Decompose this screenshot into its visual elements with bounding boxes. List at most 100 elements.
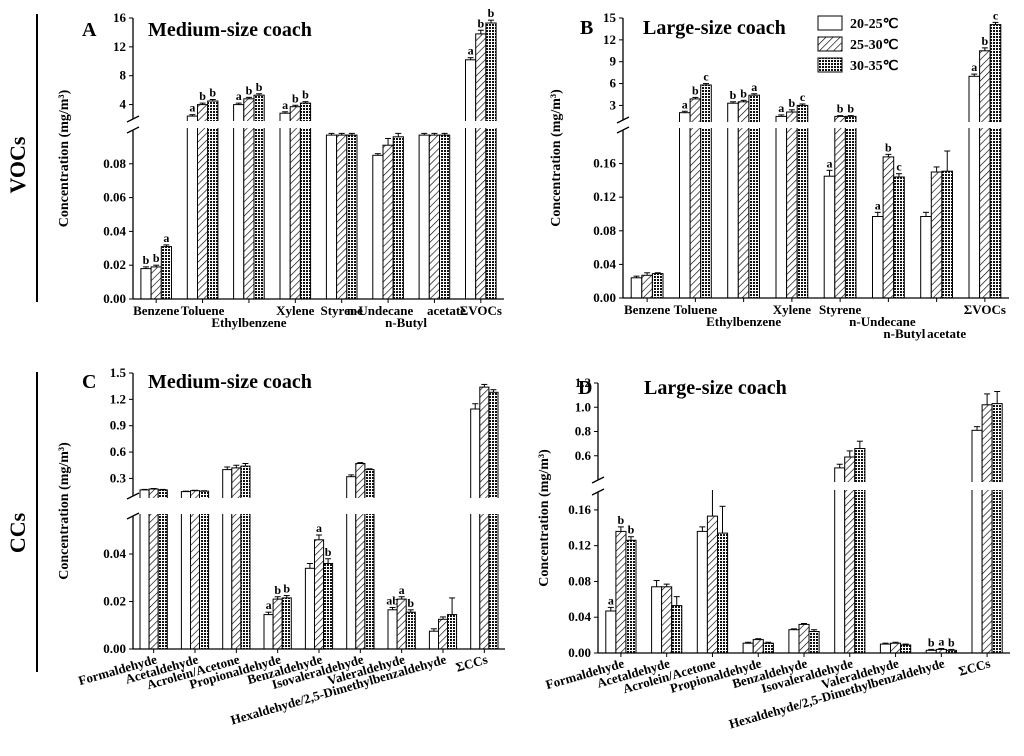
panel-c-significance-letter: ab [386,593,399,607]
panel-a-significance-letter: b [199,89,206,103]
panel-c-y-tick-label: 0.00 [103,641,126,656]
panel-b-significance-letter: b [982,34,989,48]
panel-d-bar-acrolein-acetone-25-30 [706,515,719,654]
panel-a-bar-styrene-30-35 [346,134,358,300]
panel-c-break-mark [126,492,140,500]
panel-d-bar-valeraldehyde-25-30 [890,642,902,654]
panel-b-y-tick-label: 0.12 [593,189,616,204]
panel-b-bar-benzene-25-30 [641,274,653,299]
legend-swatch-25-30 [817,36,843,52]
panel-c-y-tick-label: 1.5 [110,365,127,380]
legend-swatch-30-35 [817,57,843,73]
panel-b-significance-letter: b [885,140,892,154]
panel-c-category-label-ccs: ΣCCs [454,651,489,674]
panel-d-bar-acrolein-acetone-30-35 [717,532,729,654]
panel-b-category-label-benzene: Benzene [624,302,670,317]
panel-a-significance-letter: b [488,6,495,20]
panel-a-bar-vocs-30-35 [485,22,497,300]
panel-d-y-tick-label: 0.04 [568,609,591,624]
panel-a-significance-letter: a [282,98,288,112]
panel-a-category-label-toluene: Toluene [181,303,225,318]
panel-c-axis-break-band [123,498,509,514]
panel-c-bar-valeraldehyde-20-25 [387,609,398,650]
panel-a-y-tick-label: 0.06 [103,190,126,205]
row-divider-ccs [36,372,38,672]
panel-a-y-tick-label: 0.02 [103,257,126,272]
panel-c-significance-letter: b [274,583,281,597]
panel-d-bar-benzaldehyde-20-25 [788,629,800,654]
panel-a-bar-xylene-30-35 [299,102,312,300]
panel-a-category-label-vocs: ΣVOCs [460,303,502,318]
panel-d-y-tick-label: 0.12 [568,538,591,553]
row-divider-vocs [36,14,38,302]
panel-b-significance-letter: b [789,96,796,110]
panel-d-y-axis-label: Concentration (mg/m³) [537,449,552,587]
panel-b-bar-toluene-25-30 [689,98,702,299]
panel-d-bar-valeraldehyde-20-25 [879,643,892,654]
panel-c-break-mark [126,512,140,520]
panel-c-bar-isovaleraldehyde-30-35 [364,469,375,650]
panel-a-bar-benzene-25-30 [150,266,162,300]
panel-d-bar-acrolein-acetone-20-25 [696,530,708,654]
panel-c-bar-valeraldehyde-25-30 [396,598,407,650]
panel-c-bar-valeraldehyde-30-35 [405,611,416,650]
panel-a-significance-letter: a [468,44,474,58]
panel-b-bar-toluene-20-25 [679,112,691,299]
panel-c-bar-isovaleraldehyde-25-30 [355,463,366,650]
panel-b-significance-letter: a [682,97,688,111]
panel-d-bar-acetaldehyde-25-30 [661,586,673,654]
panel-c-bar-propionaldehyde-25-30 [272,598,283,650]
panel-d-axis-break-band [588,482,1014,490]
panel-a-significance-letter: a [236,89,242,103]
panel-a-significance-letter: b [477,16,484,30]
panel-d-bar-isovaleraldehyde-20-25 [834,467,846,654]
panel-a-bar-toluene-25-30 [197,104,209,300]
panel-d-bar-acetaldehyde-20-25 [651,586,663,654]
panel-a-significance-letter: b [209,86,216,100]
panel-d-significance-letter: a [608,593,614,607]
panel-d-bar-ccs-25-30 [981,404,993,654]
panel-a-bar-n-butyl-acetate-30-35 [439,134,451,300]
panel-c-y-tick-label: 0.6 [110,444,127,459]
panel-d-letter: D [578,377,592,399]
panel-a-category-label-ethylbenzene: Ethylbenzene [211,315,286,330]
panel-c-bar-acetaldehyde-25-30 [190,490,201,650]
panel-d-bar-acetaldehyde-30-35 [671,605,683,654]
panel-d-y-tick-label: 0.00 [568,645,591,660]
panel-a-y-tick-label: 0.08 [103,156,126,171]
panel-b-bar-xylene-30-35 [796,104,809,299]
panel-b-bar-n-undecane-30-35 [893,176,905,299]
panel-c-bar-acrolein-acetone-25-30 [231,467,242,650]
panel-a-title: Medium-size coach [148,19,312,41]
panel-a-y-axis-label: Concentration (mg/m³) [57,89,72,227]
panel-c-y-axis-label: Concentration (mg/m³) [57,442,72,580]
panel-a-category-label-acetate: acetate [427,303,466,318]
panel-b-significance-letter: a [751,80,757,94]
panel-c-significance-letter: b [283,582,290,596]
panel-a-category-label-benzene: Benzene [133,303,179,318]
panel-a-axis-break-band [123,121,508,128]
panel-a-category-label-styrene: Styrene [321,303,364,318]
panel-b-significance-letter: b [847,102,854,116]
panel-a-bar-n-undecane-25-30 [382,144,394,300]
panel-d-break-mark [591,476,605,484]
panel-d-significance-letter: b [928,635,935,649]
panel-a-bar-n-butyl-acetate-20-25 [418,134,430,300]
panel-b-significance-letter: a [778,101,784,115]
panel-a-significance-letter: a [163,231,169,245]
panel-d-y-tick-label: 0.16 [568,502,591,517]
panel-d-y-tick-label: 1.2 [575,375,591,390]
panel-b-bar-xylene-20-25 [775,115,788,299]
panel-d-bar-propionaldehyde-25-30 [752,639,764,654]
panel-b-bar-ethylbenzene-25-30 [737,101,750,299]
panel-b-bar-styrene-25-30 [834,115,846,299]
panel-b-y-tick-label: 0.04 [593,256,616,271]
panel-b-bar-n-butyl-acetate-20-25 [920,216,932,299]
panel-b-category-label-n-butyl: n-Butyl [883,326,925,341]
panel-a-bar-styrene-20-25 [325,134,338,300]
panel-d-bar-isovaleraldehyde-30-35 [854,448,866,654]
panel-b-significance-letter: c [896,160,902,174]
panel-b-significance-letter: a [875,198,881,212]
panel-a-category-label-n-butyl: n-Butyl [385,315,427,330]
panel-b-bar-vocs-30-35 [989,24,1002,299]
